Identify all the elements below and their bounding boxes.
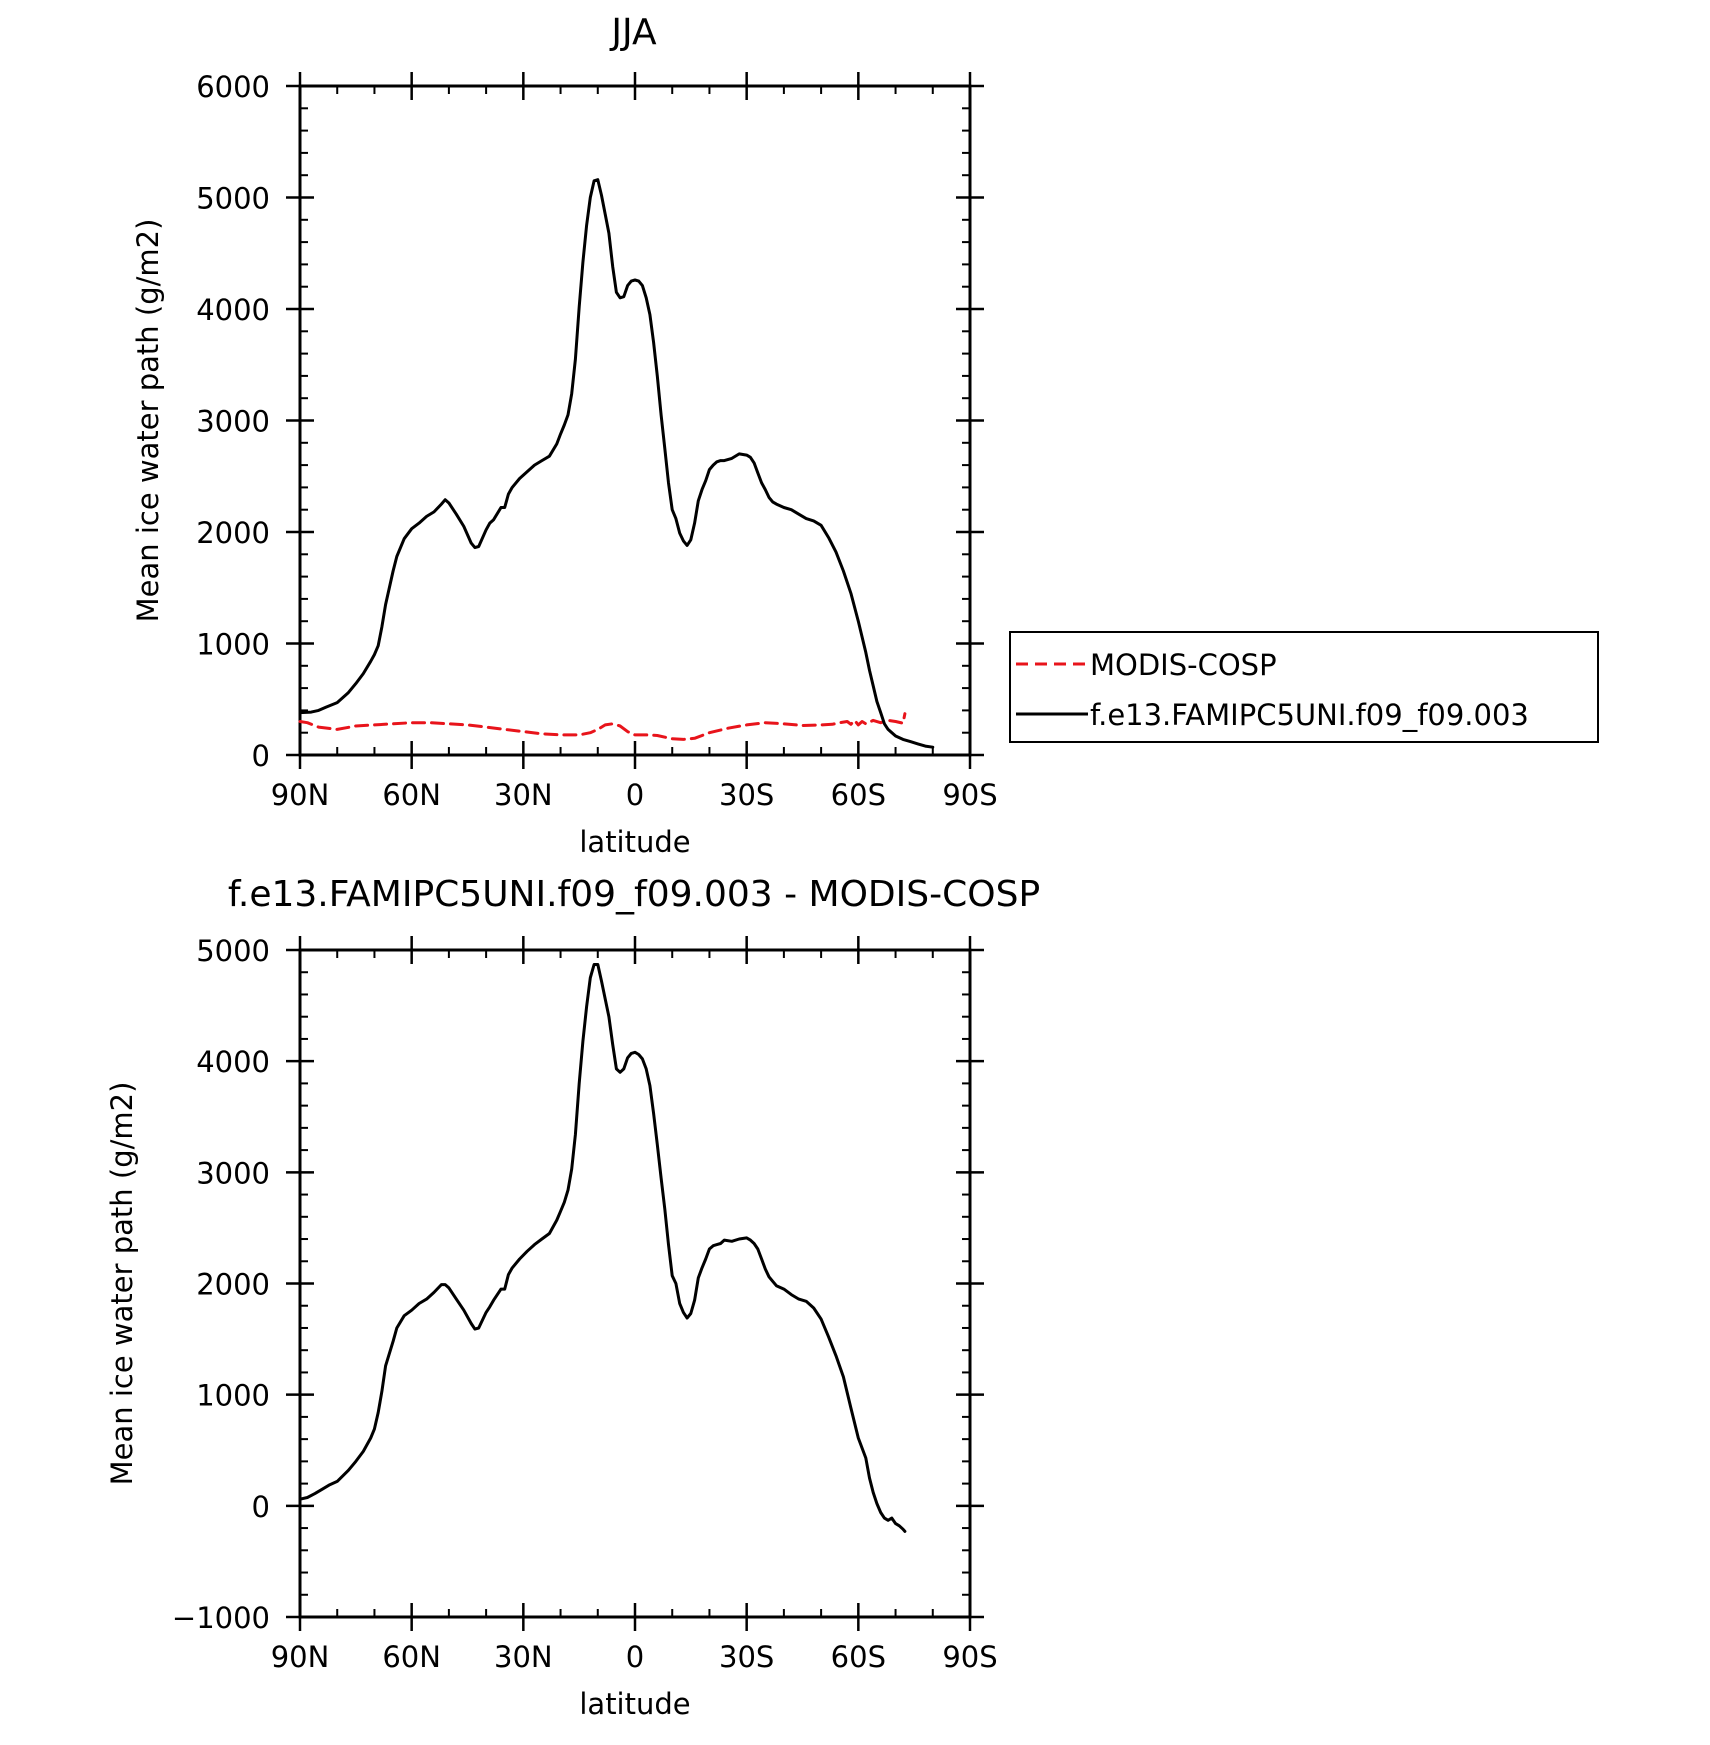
series-line-f-e13-famipc5uni-f09-f09-003 bbox=[298, 178, 935, 749]
x-axis-title: latitude bbox=[579, 825, 690, 859]
chart-title: f.e13.FAMIPC5UNI.f09_f09.003 - MODIS-COS… bbox=[228, 874, 1040, 915]
y-tick-label: 1000 bbox=[196, 628, 270, 662]
x-tick-label: 90S bbox=[942, 1640, 997, 1674]
y-tick-label: 3000 bbox=[196, 1156, 270, 1190]
y-tick-label: 6000 bbox=[196, 70, 270, 104]
x-tick-label: 90N bbox=[271, 1640, 330, 1674]
y-tick-label: 5000 bbox=[196, 934, 270, 968]
series-line-modis-cosp bbox=[298, 712, 907, 741]
x-axis-title: latitude bbox=[579, 1687, 690, 1721]
x-tick-label: 30S bbox=[719, 778, 774, 812]
x-tick-label: 30N bbox=[494, 778, 553, 812]
x-tick-label: 30S bbox=[719, 1640, 774, 1674]
x-tick-label: 90N bbox=[271, 778, 330, 812]
x-tick-label: 0 bbox=[626, 1640, 644, 1674]
x-tick-label: 0 bbox=[626, 778, 644, 812]
x-tick-label: 60N bbox=[382, 1640, 441, 1674]
y-tick-label: 3000 bbox=[196, 405, 270, 439]
chart-1: JJA 90N 60N 30N 0 30S 60S 90S 0 1000 2000 3000 4000 5… bbox=[131, 12, 1599, 859]
y-axis-title: Mean ice water path (g/m2) bbox=[105, 1082, 139, 1486]
y-tick-label: −1000 bbox=[172, 1601, 270, 1635]
y-tick-label: 4000 bbox=[196, 293, 270, 327]
y-tick-label: 0 bbox=[252, 739, 270, 773]
legend-label: MODIS-COSP bbox=[1090, 648, 1277, 682]
series-line-1 bbox=[298, 963, 907, 1533]
x-tick-label: 60N bbox=[382, 778, 441, 812]
x-tick-label: 90S bbox=[942, 778, 997, 812]
chart-2: f.e13.FAMIPC5UNI.f09_f09.003 - MODIS-COS… bbox=[105, 874, 1040, 1721]
legend-box bbox=[1009, 631, 1599, 743]
y-tick-label: 2000 bbox=[196, 516, 270, 550]
x-tick-label: 60S bbox=[831, 778, 886, 812]
y-tick-label: 4000 bbox=[196, 1045, 270, 1079]
y-tick-label: 0 bbox=[252, 1490, 270, 1524]
x-tick-label: 30N bbox=[494, 1640, 553, 1674]
y-axis-title: Mean ice water path (g/m2) bbox=[131, 219, 165, 623]
y-tick-label: 2000 bbox=[196, 1268, 270, 1302]
y-tick-label: 1000 bbox=[196, 1379, 270, 1413]
chart-title: JJA bbox=[609, 12, 657, 53]
y-tick-label: 5000 bbox=[196, 182, 270, 216]
legend: MODIS-COSP f.e13.FAMIPC5UNI.f09_f09.003 bbox=[1009, 631, 1599, 743]
legend-label: f.e13.FAMIPC5UNI.f09_f09.003 bbox=[1090, 698, 1529, 732]
x-tick-label: 60S bbox=[831, 1640, 886, 1674]
